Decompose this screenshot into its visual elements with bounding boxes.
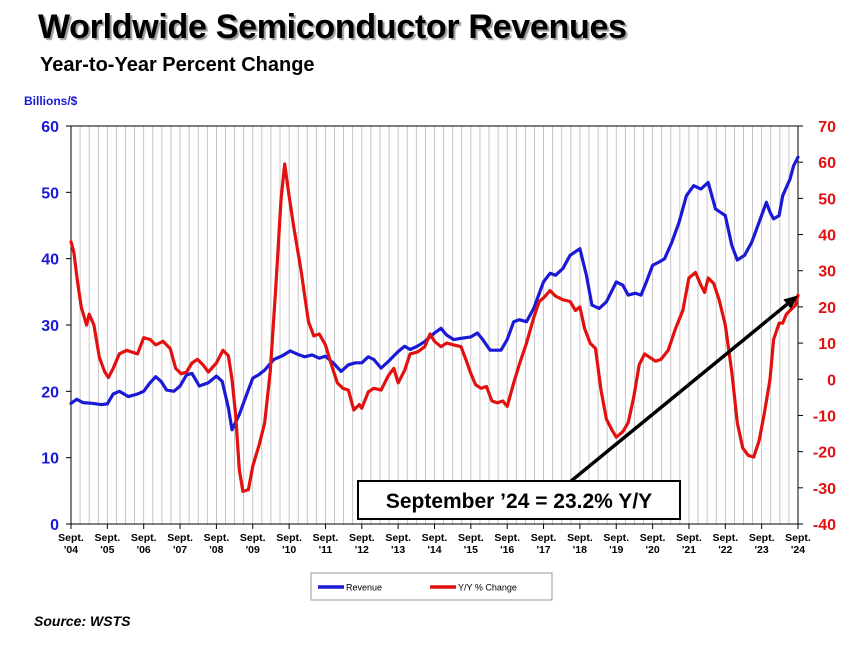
x-axis-tick-label-month: Sept. [95, 532, 121, 544]
x-axis-tick-label-month: Sept. [458, 532, 484, 544]
x-axis-tick-label-year: '14 [427, 544, 441, 556]
right-axis-tick-label: 60 [818, 155, 836, 172]
x-axis-tick-label-year: '10 [282, 544, 296, 556]
legend: Revenue Y/Y % Change [310, 572, 553, 601]
left-axis-tick-label: 30 [41, 318, 59, 335]
x-axis-tick-label-year: '12 [355, 544, 369, 556]
yoy-series-line [69, 162, 800, 493]
left-axis-tick-label: 40 [41, 252, 59, 269]
x-axis-tick-label-year: '06 [137, 544, 151, 556]
x-axis-tick-label-year: '18 [573, 544, 587, 556]
left-axis-tick-label: 10 [41, 451, 59, 468]
x-axis-tick-label-year: '09 [246, 544, 260, 556]
right-axis-tick-label: 20 [818, 300, 836, 317]
x-axis-tick-label-year: '04 [64, 544, 78, 556]
right-axis-tick-label: 30 [818, 264, 836, 281]
x-axis-tick-label-year: '05 [100, 544, 114, 556]
x-axis-tick-label-month: Sept. [131, 532, 157, 544]
x-axis-tick-label-month: Sept. [276, 532, 302, 544]
right-axis-tick-label: 50 [818, 191, 836, 208]
x-axis-tick-label-month: Sept. [749, 532, 775, 544]
x-axis-tick-label-month: Sept. [240, 532, 266, 544]
left-axis-tick-label: 0 [50, 517, 59, 534]
chart-subtitle: Year-to-Year Percent Change [40, 54, 315, 76]
x-axis-tick-label-month: Sept. [676, 532, 702, 544]
x-axis-tick-label-month: Sept. [385, 532, 411, 544]
left-axis-unit-label: Billions/$ [24, 94, 78, 108]
legend-label: Y/Y % Change [458, 583, 517, 593]
legend-box [310, 572, 553, 601]
annotation-arrow-line [561, 302, 789, 490]
gridlines [79, 126, 790, 524]
x-axis-tick-label-year: '23 [755, 544, 769, 556]
x-axis-tick-label-month: Sept. [603, 532, 629, 544]
x-axis-tick-label-year: '13 [391, 544, 405, 556]
x-axis-tick-label-year: '15 [464, 544, 478, 556]
x-axis-tick-label-month: Sept. [167, 532, 193, 544]
right-axis-tick-label: 10 [818, 336, 836, 353]
x-axis-tick-label-year: '08 [209, 544, 223, 556]
x-axis-tick-label-month: Sept. [531, 532, 557, 544]
x-axis-tick-label-year: '11 [319, 544, 333, 556]
left-axis-tick-label: 60 [41, 119, 59, 136]
revenue-series-line [69, 155, 800, 432]
x-axis-tick-label-year: '16 [500, 544, 514, 556]
x-axis-tick-label-month: Sept. [712, 532, 738, 544]
x-axis-tick-label-month: Sept. [422, 532, 448, 544]
x-axis-tick-label-year: '21 [682, 544, 696, 556]
left-axis-tick-label: 50 [41, 185, 59, 202]
x-axis-tick-label-month: Sept. [349, 532, 375, 544]
right-axis-tick-label: -30 [813, 481, 836, 498]
x-axis-tick-label-year: '20 [646, 544, 660, 556]
chart-title: Worldwide Semiconductor Revenues [38, 8, 627, 46]
x-axis-tick-label-month: Sept. [204, 532, 230, 544]
x-axis-tick-label-month: Sept. [567, 532, 593, 544]
right-axis-tick-label: -20 [813, 445, 836, 462]
right-axis-tick-label: -10 [813, 408, 836, 425]
x-axis-tick-label-month: Sept. [640, 532, 666, 544]
x-axis-tick-label-month: Sept. [785, 532, 811, 544]
annotation-box [357, 480, 681, 520]
x-axis-tick-label-month: Sept. [494, 532, 520, 544]
x-axis-tick-label-year: '07 [173, 544, 187, 556]
x-axis-tick-label-year: '19 [609, 544, 623, 556]
x-axis-tick-label-year: '24 [791, 544, 805, 556]
left-axis-tick-label: 20 [41, 384, 59, 401]
x-axis-tick-label-year: '22 [718, 544, 732, 556]
x-axis-tick-label-year: '17 [536, 544, 550, 556]
right-axis-tick-label: 70 [818, 119, 836, 136]
x-axis-tick-label-month: Sept. [313, 532, 339, 544]
annotation-arrow-head [783, 295, 798, 309]
x-axis-tick-label-month: Sept. [58, 532, 84, 544]
annotation-text: September ’24 = 23.2% Y/Y [386, 490, 652, 513]
right-axis-tick-label: -40 [813, 517, 836, 534]
right-axis-tick-label: 40 [818, 228, 836, 245]
legend-label: Revenue [346, 583, 382, 593]
right-axis-tick-label: 0 [827, 372, 836, 389]
source-note: Source: WSTS [34, 613, 131, 629]
